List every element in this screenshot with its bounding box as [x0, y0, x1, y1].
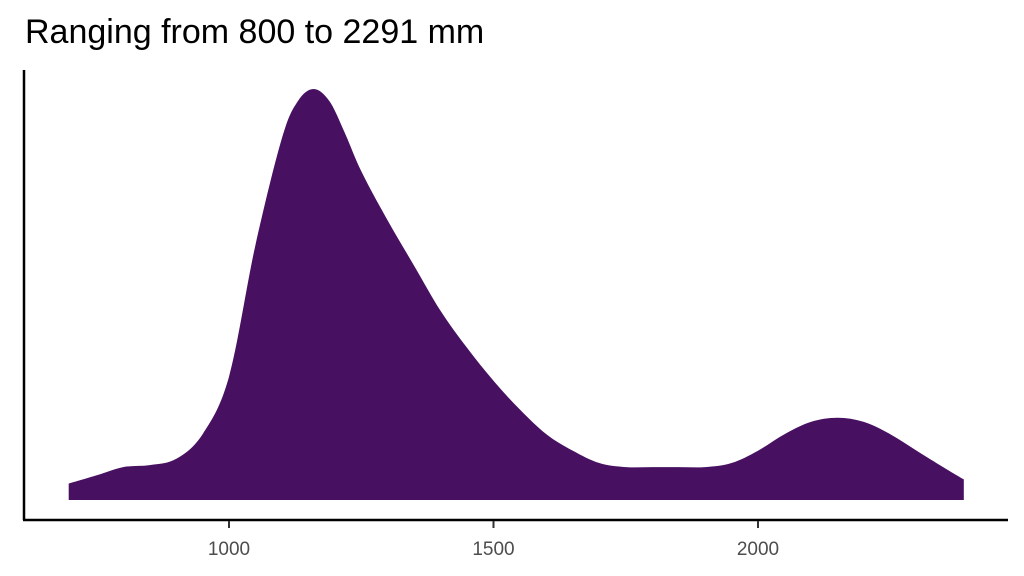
x-tick-label: 1500	[472, 539, 514, 560]
density-area	[68, 89, 964, 500]
chart-title: Ranging from 800 to 2291 mm	[25, 13, 485, 51]
x-tick-label: 1000	[208, 539, 250, 560]
x-tick-label: 2000	[737, 539, 779, 560]
x-axis-ticks: 1000 1500 2000	[208, 521, 779, 560]
